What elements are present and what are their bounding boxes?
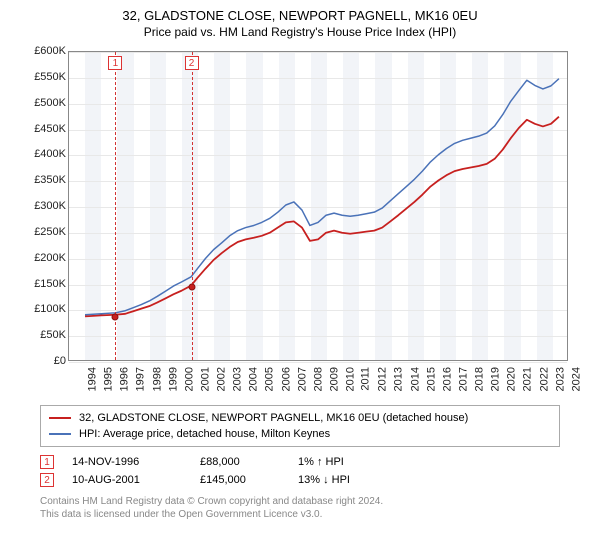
legend-swatch-1 bbox=[49, 417, 71, 419]
x-axis-label: 2012 bbox=[377, 367, 389, 391]
y-axis-label: £100K bbox=[34, 303, 66, 315]
x-axis-label: 1997 bbox=[135, 367, 147, 391]
chart-legend: 32, GLADSTONE CLOSE, NEWPORT PAGNELL, MK… bbox=[40, 405, 560, 447]
event-point bbox=[188, 284, 195, 291]
x-axis-label: 2023 bbox=[554, 367, 566, 391]
y-axis-label: £150K bbox=[34, 278, 66, 290]
y-axis-label: £600K bbox=[34, 45, 66, 57]
chart-title-block: 32, GLADSTONE CLOSE, NEWPORT PAGNELL, MK… bbox=[0, 0, 600, 41]
legend-row-2: HPI: Average price, detached house, Milt… bbox=[49, 426, 551, 442]
chart-title-line1: 32, GLADSTONE CLOSE, NEWPORT PAGNELL, MK… bbox=[10, 8, 590, 23]
x-axis-label: 2013 bbox=[393, 367, 405, 391]
event-price-2: £145,000 bbox=[200, 474, 280, 486]
x-axis-label: 2004 bbox=[248, 367, 260, 391]
gridline bbox=[69, 362, 567, 363]
x-axis-label: 2016 bbox=[441, 367, 453, 391]
legend-label-2: HPI: Average price, detached house, Milt… bbox=[79, 426, 330, 442]
event-date-1: 14-NOV-1996 bbox=[72, 456, 182, 468]
footer-line-2: This data is licensed under the Open Gov… bbox=[40, 508, 560, 521]
x-axis-label: 2014 bbox=[409, 367, 421, 391]
x-axis-label: 2001 bbox=[199, 367, 211, 391]
legend-swatch-2 bbox=[49, 433, 71, 435]
series-line-1 bbox=[85, 117, 559, 317]
y-axis-label: £450K bbox=[34, 123, 66, 135]
event-line bbox=[192, 52, 193, 360]
y-axis-label: £200K bbox=[34, 252, 66, 264]
event-pct-1: 1% ↑ HPI bbox=[298, 456, 344, 468]
x-axis-label: 2000 bbox=[183, 367, 195, 391]
event-badge-2: 2 bbox=[40, 473, 54, 487]
x-axis-label: 1998 bbox=[151, 367, 163, 391]
legend-label-1: 32, GLADSTONE CLOSE, NEWPORT PAGNELL, MK… bbox=[79, 410, 468, 426]
plot-area: 12 bbox=[68, 51, 568, 361]
event-row-2: 2 10-AUG-2001 £145,000 13% ↓ HPI bbox=[40, 473, 560, 487]
x-axis-label: 1994 bbox=[86, 367, 98, 391]
x-axis-label: 1996 bbox=[119, 367, 131, 391]
x-axis-label: 2021 bbox=[522, 367, 534, 391]
events-table: 1 14-NOV-1996 £88,000 1% ↑ HPI 2 10-AUG-… bbox=[40, 455, 560, 487]
y-axis-label: £350K bbox=[34, 174, 66, 186]
x-axis-label: 2005 bbox=[264, 367, 276, 391]
x-axis-label: 2008 bbox=[312, 367, 324, 391]
y-axis-label: £500K bbox=[34, 97, 66, 109]
event-pct-2: 13% ↓ HPI bbox=[298, 474, 350, 486]
event-row-1: 1 14-NOV-1996 £88,000 1% ↑ HPI bbox=[40, 455, 560, 469]
x-axis-label: 2018 bbox=[474, 367, 486, 391]
x-axis-label: 2009 bbox=[328, 367, 340, 391]
event-badge-1: 1 bbox=[40, 455, 54, 469]
x-axis-label: 2011 bbox=[360, 367, 372, 391]
event-point bbox=[112, 313, 119, 320]
event-date-2: 10-AUG-2001 bbox=[72, 474, 182, 486]
y-axis-label: £400K bbox=[34, 148, 66, 160]
x-axis-label: 1999 bbox=[167, 367, 179, 391]
legend-row-1: 32, GLADSTONE CLOSE, NEWPORT PAGNELL, MK… bbox=[49, 410, 551, 426]
y-axis-label: £50K bbox=[40, 329, 66, 341]
x-axis-label: 2007 bbox=[296, 367, 308, 391]
chart-container: 12 £0£50K£100K£150K£200K£250K£300K£350K£… bbox=[20, 47, 580, 397]
series-line-2 bbox=[85, 79, 559, 315]
footer-line-1: Contains HM Land Registry data © Crown c… bbox=[40, 495, 560, 508]
x-axis-label: 2020 bbox=[506, 367, 518, 391]
event-marker-badge: 2 bbox=[185, 56, 199, 70]
x-axis-label: 2024 bbox=[570, 367, 582, 391]
x-axis-label: 2019 bbox=[490, 367, 502, 391]
x-axis-label: 2002 bbox=[216, 367, 228, 391]
x-axis-label: 2017 bbox=[457, 367, 469, 391]
x-axis-label: 2010 bbox=[345, 367, 357, 391]
x-axis-label: 2003 bbox=[232, 367, 244, 391]
y-axis-label: £250K bbox=[34, 226, 66, 238]
x-axis-label: 2022 bbox=[538, 367, 550, 391]
event-marker-badge: 1 bbox=[108, 56, 122, 70]
chart-footer: Contains HM Land Registry data © Crown c… bbox=[40, 495, 560, 521]
event-price-1: £88,000 bbox=[200, 456, 280, 468]
chart-svg bbox=[69, 52, 567, 360]
y-axis-label: £300K bbox=[34, 200, 66, 212]
x-axis-label: 2006 bbox=[280, 367, 292, 391]
x-axis-label: 2015 bbox=[425, 367, 437, 391]
x-axis-label: 1995 bbox=[103, 367, 115, 391]
y-axis-label: £550K bbox=[34, 71, 66, 83]
y-axis-label: £0 bbox=[54, 355, 66, 367]
chart-title-line2: Price paid vs. HM Land Registry's House … bbox=[10, 25, 590, 39]
